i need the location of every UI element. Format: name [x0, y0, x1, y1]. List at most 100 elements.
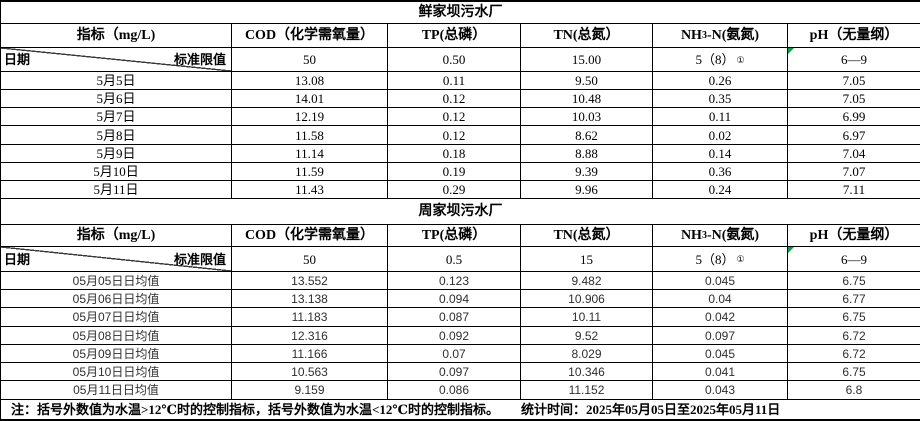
nh3n-cell: 0.097	[653, 327, 788, 345]
nh3n-cell: 0.043	[653, 381, 788, 400]
p2-tn-limit: 15	[521, 247, 653, 272]
tn-cell: 10.346	[521, 363, 653, 381]
tp-cell: 0.12	[388, 108, 521, 126]
nh3n-cell: 0.042	[653, 308, 788, 327]
cod-cell: 13.138	[232, 290, 388, 308]
ph-cell: 6.75	[788, 308, 920, 327]
cod-cell: 10.563	[232, 363, 388, 381]
tn-cell: 8.029	[521, 345, 653, 363]
tn-cell: 9.96	[521, 181, 653, 199]
tp-cell: 0.07	[388, 345, 521, 363]
tn-cell: 10.906	[521, 290, 653, 308]
p1-cod-limit: 50	[232, 48, 388, 72]
tn-cell: 10.48	[521, 90, 653, 108]
date-cell: 5月6日	[1, 90, 232, 108]
date-cell: 5月10日	[1, 163, 232, 181]
footer-stats-period: 统计时间：2025年05月05日至2025年05月11日	[520, 402, 781, 417]
p2-ph-limit-value: 6—9	[841, 251, 867, 267]
p2-cod-limit: 50	[232, 247, 388, 272]
tn-cell: 10.11	[521, 308, 653, 327]
plant1-title: 鲜家坝污水厂	[1, 2, 920, 24]
ph-cell: 6.99	[788, 108, 920, 126]
nh3n-cell: 0.36	[653, 163, 788, 181]
tp-cell: 0.29	[388, 181, 521, 199]
date-cell: 05月08日日均值	[1, 327, 232, 345]
nh3n-cell: 0.35	[653, 90, 788, 108]
p2-nh3n-limit-value: 5（8）	[695, 251, 735, 267]
footer-note: 注：括号外数值为水温>12℃时的控制指标，括号外数值为水温<12℃时的控制指标。…	[1, 400, 920, 419]
tn-cell: 10.03	[521, 108, 653, 126]
p2-tp-limit: 0.5	[388, 247, 521, 272]
cod-cell: 14.01	[232, 90, 388, 108]
p1-cod-header: COD（化学需氧量）	[232, 24, 388, 48]
ph-cell: 7.11	[788, 181, 920, 199]
date-cell: 05月09日日均值	[1, 345, 232, 363]
p1-indicator-header: 指标（mg/L)	[1, 24, 232, 48]
cod-cell: 11.58	[232, 126, 388, 145]
date-cell: 5月8日	[1, 126, 232, 145]
tp-cell: 0.123	[388, 272, 521, 290]
cod-cell: 11.59	[232, 163, 388, 181]
p2-nh3n-limit: 5（8） ①	[653, 247, 788, 272]
p1-date-axis-label: 日期	[4, 52, 31, 67]
ph-cell: 6.72	[788, 345, 920, 363]
cell-flag-triangle	[788, 48, 794, 54]
footer-note-text: 注：括号外数值为水温>12℃时的控制指标，括号外数值为水温<12℃时的控制指标。	[11, 402, 499, 417]
p1-corner-cell: 日期 标准限值	[1, 48, 232, 72]
nh3n-header-post: -N(氨氮)	[706, 27, 760, 43]
nh3n-cell: 0.14	[653, 145, 788, 163]
date-cell: 05月05日日均值	[1, 272, 232, 290]
p2-date-axis-label: 日期	[4, 251, 31, 267]
cod-cell: 13.08	[232, 72, 388, 90]
nh3n-header-pre: NH	[680, 227, 702, 243]
cod-cell: 9.159	[232, 381, 388, 400]
nh3n-cell: 0.11	[653, 108, 788, 126]
p2-ph-header: pH（无量纲）	[788, 225, 920, 247]
ph-cell: 7.05	[788, 90, 920, 108]
p1-nh3n-limit: 5（8） ①	[653, 48, 788, 72]
p2-cod-header: COD（化学需氧量）	[232, 225, 388, 247]
plant2-title: 周家坝污水厂	[1, 199, 920, 225]
nh3n-cell: 0.02	[653, 126, 788, 145]
cod-cell: 12.316	[232, 327, 388, 345]
tn-cell: 9.39	[521, 163, 653, 181]
date-cell: 5月9日	[1, 145, 232, 163]
date-cell: 5月11日	[1, 181, 232, 199]
cell-flag-triangle	[788, 247, 794, 253]
tn-cell: 8.88	[521, 145, 653, 163]
ph-cell: 6.72	[788, 327, 920, 345]
cod-cell: 13.552	[232, 272, 388, 290]
cod-cell: 12.19	[232, 108, 388, 126]
p1-tn-limit: 15.00	[521, 48, 653, 72]
p2-corner-cell: 日期 标准限值	[1, 247, 232, 272]
tp-cell: 0.12	[388, 90, 521, 108]
nh3n-cell: 0.041	[653, 363, 788, 381]
nh3n-cell: 0.04	[653, 290, 788, 308]
p1-ph-header: pH（无量纲）	[788, 24, 920, 48]
cod-cell: 11.14	[232, 145, 388, 163]
cod-cell: 11.166	[232, 345, 388, 363]
p2-limit-axis-label: 标准限值	[173, 251, 226, 267]
p2-indicator-header: 指标（mg/L)	[1, 225, 232, 247]
p2-ph-limit: 6—9	[788, 247, 920, 272]
nh3n-cell: 0.24	[653, 181, 788, 199]
p1-tp-limit: 0.50	[388, 48, 521, 72]
tp-cell: 0.12	[388, 126, 521, 145]
date-cell: 05月11日日均值	[1, 381, 232, 400]
ph-cell: 6.75	[788, 363, 920, 381]
tp-cell: 0.094	[388, 290, 521, 308]
tp-cell: 0.097	[388, 363, 521, 381]
p1-ph-limit-value: 6—9	[841, 52, 867, 67]
ph-cell: 7.05	[788, 72, 920, 90]
tp-cell: 0.092	[388, 327, 521, 345]
nh3n-cell: 0.045	[653, 345, 788, 363]
p2-tn-header: TN(总氮）	[521, 225, 653, 247]
nh3n-cell: 0.26	[653, 72, 788, 90]
date-cell: 5月5日	[1, 72, 232, 90]
tn-cell: 11.152	[521, 381, 653, 400]
tn-cell: 9.482	[521, 272, 653, 290]
tn-cell: 9.50	[521, 72, 653, 90]
tp-cell: 0.087	[388, 308, 521, 327]
tn-cell: 8.62	[521, 126, 653, 145]
